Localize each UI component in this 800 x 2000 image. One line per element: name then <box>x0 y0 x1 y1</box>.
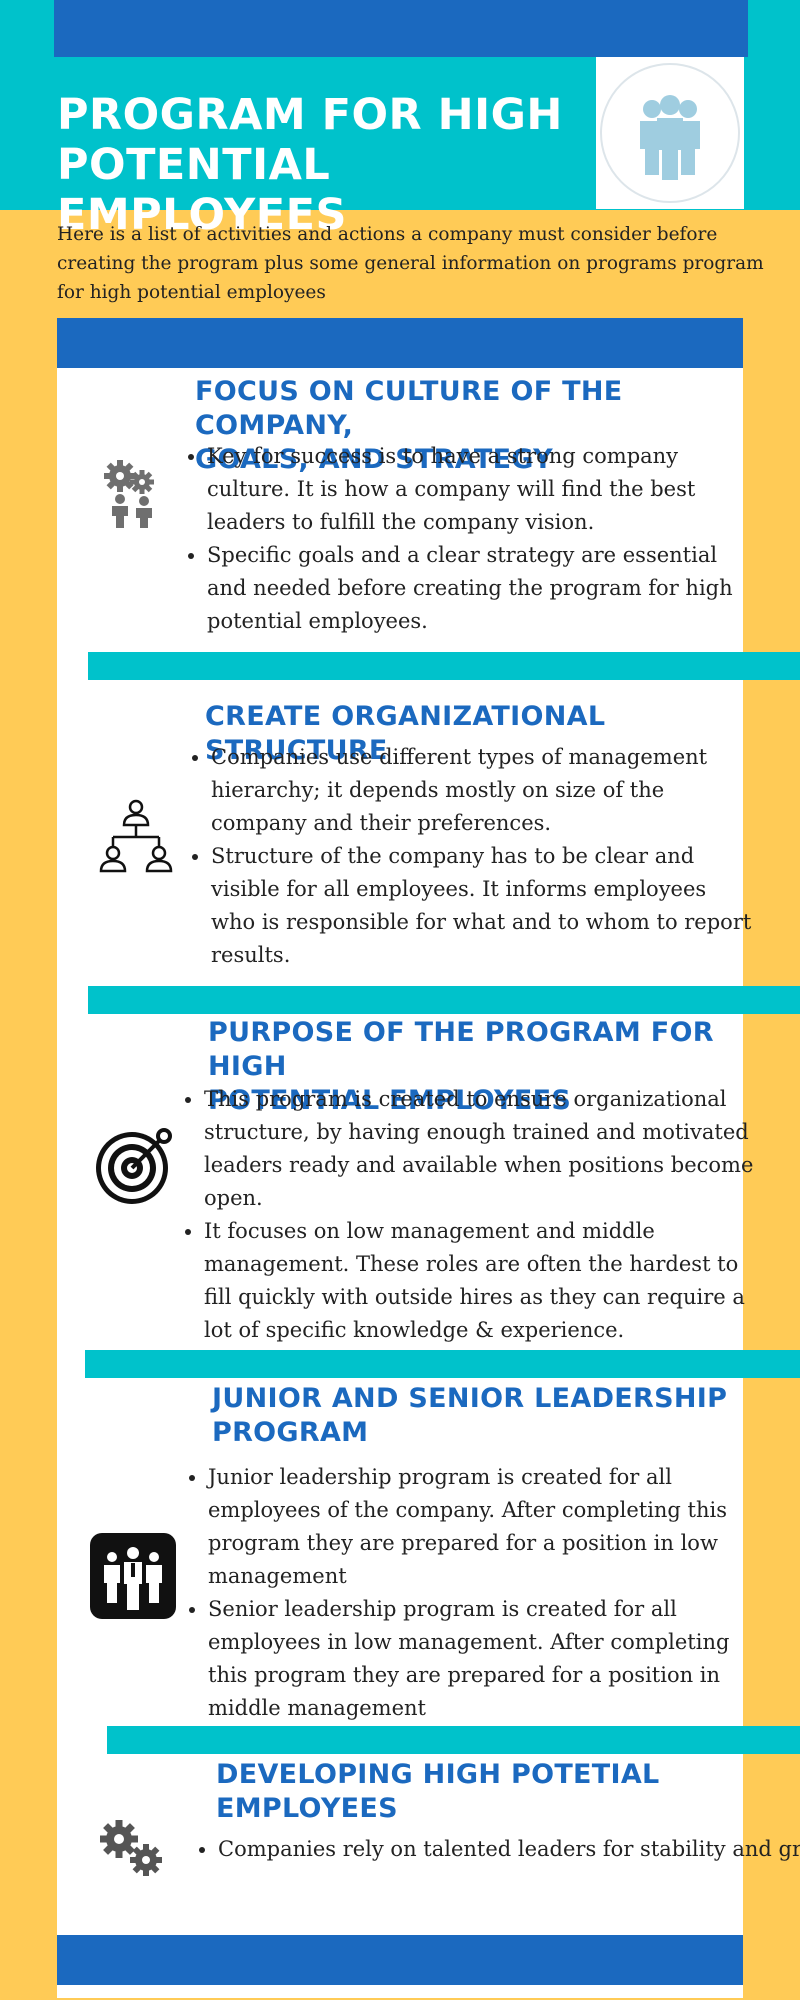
target-icon <box>92 1122 176 1206</box>
section-1-bullet-2: Specific goals and a clear strategy are … <box>207 539 752 638</box>
page-title-line1: PROGRAM FOR HIGH <box>57 90 563 140</box>
section-1-title: FOCUS ON CULTURE OF THE COMPANY, GOALS, A… <box>195 375 735 477</box>
section-1-title-line1: FOCUS ON CULTURE OF THE COMPANY, <box>195 376 623 441</box>
section-2-title-line1: CREATE ORGANIZATIONAL STRUCTURE <box>205 701 606 766</box>
section-4-title: JUNIOR AND SENIOR LEADERSHIP PROGRAM <box>212 1382 752 1450</box>
section-3-bullet-1: This program is created to ensure organi… <box>204 1083 756 1215</box>
gears-teamwork-icon <box>98 455 168 535</box>
section-5-title: DEVELOPING HIGH POTETIAL EMPLOYEES <box>216 1758 756 1826</box>
header-top-bar <box>54 0 748 57</box>
section-divider-3 <box>85 1350 800 1378</box>
card-bottom-bar <box>57 1935 743 1985</box>
section-3-title-line1: PURPOSE OF THE PROGRAM FOR HIGH <box>208 1017 714 1082</box>
section-2-bullets: Companies use different types of managem… <box>189 741 756 972</box>
section-5-title-line2: EMPLOYEES <box>216 1793 398 1824</box>
section-divider-2 <box>88 986 800 1014</box>
org-chart-icon <box>96 795 176 875</box>
section-5-bullet-1: Companies rely on talented leaders for s… <box>218 1833 800 1866</box>
logo-box <box>596 57 744 209</box>
section-divider-1 <box>88 652 800 680</box>
intro-text: Here is a list of activities and actions… <box>57 224 764 303</box>
section-1-title-line2: GOALS, AND STRATEGY <box>195 444 554 475</box>
content-card <box>57 318 743 1998</box>
section-4-bullet-2: Senior leadership program is created for… <box>208 1593 760 1725</box>
card-top-bar <box>57 318 743 368</box>
section-3-title: PURPOSE OF THE PROGRAM FOR HIGH POTENTIAL… <box>208 1016 748 1118</box>
section-1-bullets: Key for success is to have a strong comp… <box>185 440 752 638</box>
section-4-title-line1: JUNIOR AND SENIOR LEADERSHIP <box>212 1383 728 1414</box>
section-4-bullets: Junior leadership program is created for… <box>186 1461 760 1725</box>
section-1-bullet-1: Key for success is to have a strong comp… <box>207 440 752 539</box>
section-4-bullet-1: Junior leadership program is created for… <box>208 1461 760 1593</box>
section-3-bullet-2: It focuses on low management and middle … <box>204 1215 756 1347</box>
section-3-title-line2: POTENTIAL EMPLOYEES <box>208 1085 572 1116</box>
people-group-icon <box>640 95 700 180</box>
section-2-bullet-2: Structure of the company has to be clear… <box>211 840 756 972</box>
section-2-title: CREATE ORGANIZATIONAL STRUCTURE <box>205 700 745 768</box>
section-5-bullets: Companies rely on talented leaders for s… <box>196 1833 800 1866</box>
gears-icon <box>96 1818 168 1880</box>
page-title: PROGRAM FOR HIGH POTENTIAL EMPLOYEES <box>57 90 577 240</box>
section-5-title-line1: DEVELOPING HIGH POTETIAL <box>216 1759 660 1790</box>
page-title-line2: POTENTIAL EMPLOYEES <box>57 140 347 240</box>
logo-circle <box>600 63 740 203</box>
section-divider-4 <box>107 1726 800 1754</box>
section-2-bullet-1: Companies use different types of managem… <box>211 741 756 840</box>
section-3-bullets: This program is created to ensure organi… <box>182 1083 756 1347</box>
section-4-title-line2: PROGRAM <box>212 1417 369 1448</box>
leader-team-icon <box>90 1533 176 1619</box>
